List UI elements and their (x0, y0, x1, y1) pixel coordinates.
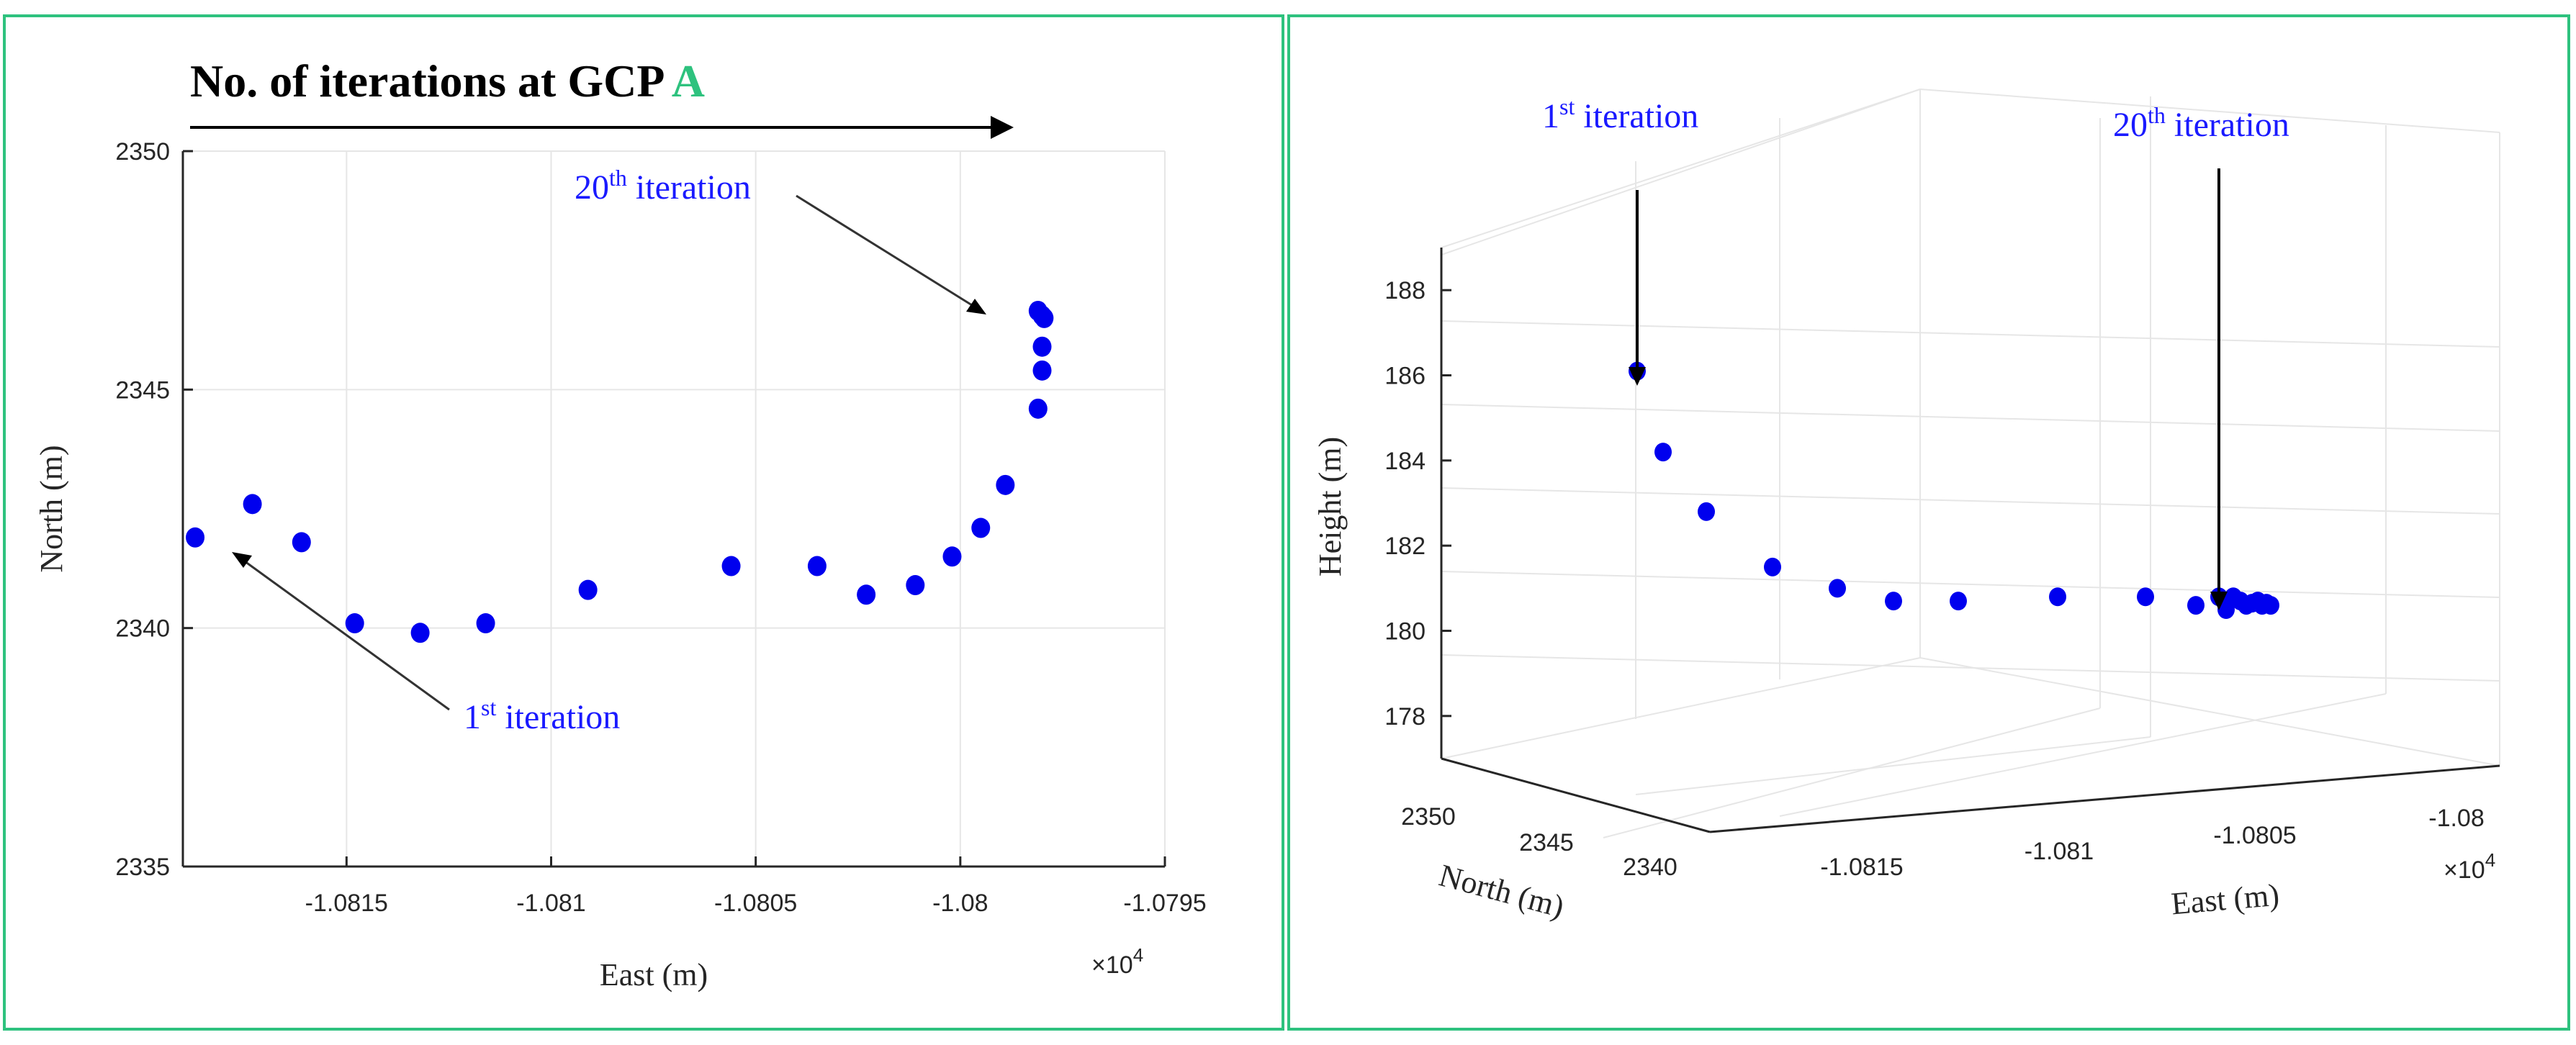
east-tick-label: -1.0815 (1820, 854, 1903, 881)
east-axis-label: East (m) (2170, 877, 2281, 922)
data-point (1885, 592, 1902, 611)
y-tick-label: 2340 (115, 615, 170, 643)
data-point (243, 494, 262, 515)
data-point (1764, 557, 1781, 576)
chart-title-accent: A (672, 55, 705, 107)
data-point (721, 556, 741, 576)
annotation-20th-arrow-head (966, 299, 986, 315)
data-point (2262, 596, 2279, 615)
north-axis-line (1441, 757, 1711, 833)
x-tick-label: -1.0795 (1123, 890, 1206, 917)
data-point (971, 517, 991, 538)
box-grid (1441, 89, 2500, 838)
annotation-1st-iteration: 1st iteration (1542, 94, 1698, 135)
annotation-20th-arrow-head (2210, 592, 2228, 610)
north-ticks: 2350 2345 2340 (1401, 803, 1677, 881)
left-chart-panel: No. of iterations at GCP A -1.0815 -1.081-… (3, 14, 1284, 1031)
grid (183, 150, 1166, 867)
annotation-1st-arrow-head (1629, 367, 1646, 386)
annotation-20th-iteration: 20th iteration (575, 165, 751, 207)
y-axis-label: North (m) (34, 445, 69, 572)
z-tick-label: 180 (1384, 618, 1426, 646)
annotation-1st-arrow-line (244, 560, 450, 711)
z-tick-label: 182 (1384, 533, 1426, 560)
north-tick-label: 2345 (1519, 829, 1574, 856)
y-tick-label: 2345 (115, 376, 170, 404)
y-tick-label: 2350 (115, 138, 170, 166)
annotation-1st-arrow-head (232, 552, 252, 568)
title-arrow-head (991, 116, 1014, 139)
data-point (2049, 587, 2066, 607)
north-axis-label: North (m) (1436, 857, 1568, 924)
data-point (1032, 305, 1052, 326)
y-tick-label: 2335 (115, 854, 170, 881)
annotation-20th-arrow-line (796, 194, 973, 307)
x-ticks: -1.0815 -1.081 -1.0805 -1.08 -1.0795 (305, 856, 1207, 917)
points (186, 300, 1054, 643)
data-point (345, 613, 364, 634)
data-point (996, 474, 1015, 495)
axes (181, 151, 1165, 868)
z-tick-label: 178 (1384, 703, 1426, 730)
annotation-20th-iteration: 20th iteration (2113, 102, 2289, 144)
chart-title-text: No. of iterations at GCP (190, 55, 664, 107)
points (1629, 361, 2279, 619)
east-tick-label: -1.08 (2428, 805, 2485, 832)
north-tick-label: 2340 (1623, 854, 1677, 881)
data-point (857, 584, 876, 605)
data-point (1950, 592, 1967, 611)
x-exponent: ×104 (1091, 944, 1143, 979)
data-point (1654, 443, 1672, 462)
data-point (1032, 336, 1052, 357)
east-ticks: -1.0815 -1.081 -1.0805 -1.08 (1820, 805, 2484, 881)
data-point (1698, 502, 1715, 521)
data-point (942, 546, 962, 567)
x-tick-label: -1.0815 (305, 890, 388, 917)
x-axis-label: East (m) (600, 957, 708, 992)
data-point (1829, 579, 1846, 598)
east-tick-label: -1.081 (2025, 838, 2094, 865)
east-axis-line (1709, 764, 2500, 833)
north-tick-label: 2350 (1401, 803, 1456, 831)
z-tick-label: 186 (1384, 363, 1426, 390)
z-tick-label: 188 (1384, 277, 1426, 304)
right-chart-panel: 178 180 182 184 186 188 2350 2345 2340 -1.081… (1287, 14, 2570, 1031)
annotation-1st-iteration: 1st iteration (464, 695, 620, 736)
z-ticks: 178 180 182 184 186 188 (1384, 277, 1451, 730)
data-point (2137, 587, 2154, 607)
data-point (578, 579, 598, 600)
x-tick-label: -1.08 (932, 890, 988, 917)
chart-title: No. of iterations at GCP A (190, 55, 705, 107)
data-point (476, 613, 495, 634)
data-point (2187, 596, 2205, 615)
x-tick-label: -1.0805 (714, 890, 797, 917)
data-point (906, 575, 925, 596)
z-axis-label: Height (m) (1312, 437, 1348, 576)
box-axes (1440, 248, 2500, 833)
data-point (1032, 360, 1052, 381)
z-tick-label: 184 (1384, 448, 1426, 475)
data-point (807, 556, 827, 576)
data-point (410, 623, 430, 643)
data-point (292, 532, 311, 553)
y-ticks: 2335 2340 2345 2350 (115, 138, 193, 881)
data-point (186, 527, 205, 548)
left-chart-svg: No. of iterations at GCP A -1.0815 -1.081-… (34, 55, 1207, 992)
x-tick-label: -1.081 (516, 890, 585, 917)
east-tick-label: -1.0805 (2213, 822, 2296, 849)
data-point (1028, 398, 1048, 419)
x-exponent: ×104 (2444, 849, 2495, 884)
